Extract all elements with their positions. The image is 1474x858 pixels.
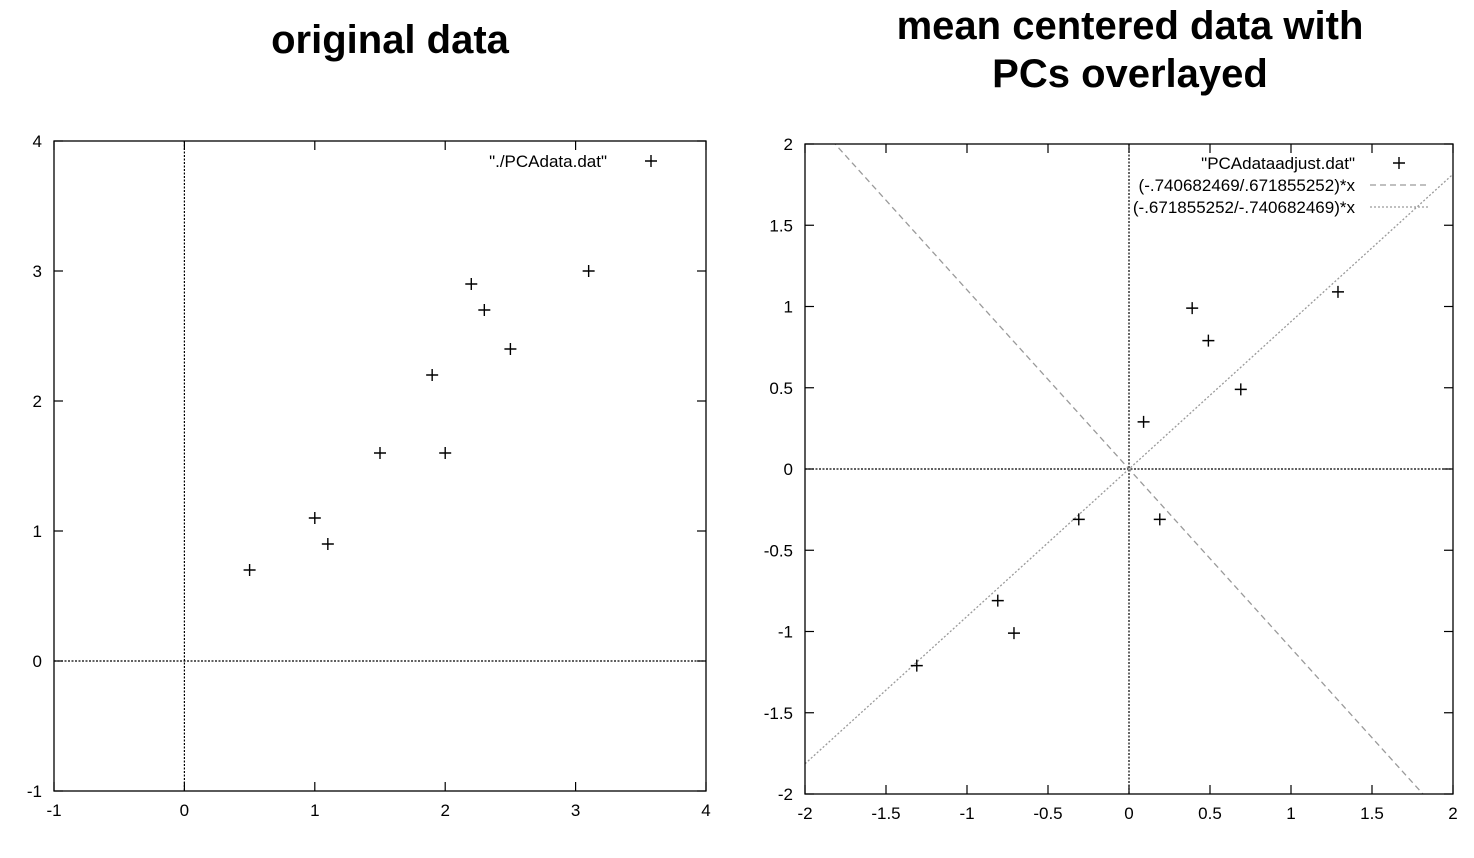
left-y-tick-label: 2 <box>33 392 42 411</box>
right-x-tick-label: -1.5 <box>871 804 900 823</box>
right-x-tick-label: -2 <box>797 804 812 823</box>
right-y-tick-label: 2 <box>784 135 793 154</box>
left-data-point <box>426 369 439 381</box>
left-y-tick-label: 1 <box>33 522 42 541</box>
right-y-tick-label: 0 <box>784 460 793 479</box>
right-legend-label-1: (-.740682469/.671855252)*x <box>1139 176 1356 195</box>
right-data-point <box>991 594 1004 607</box>
left-x-tick-label: 4 <box>701 801 710 820</box>
right-data-point <box>1331 285 1344 298</box>
left-x-tick-label: -1 <box>46 801 61 820</box>
right-y-tick-label: 1.5 <box>769 216 793 235</box>
right-y-tick-label: -1.5 <box>764 704 793 723</box>
left-data-point <box>243 564 256 576</box>
left-legend-marker <box>645 155 657 167</box>
right-x-tick-label: -1 <box>959 804 974 823</box>
left-data-point <box>321 538 334 550</box>
right-pc-line-1 <box>834 144 1424 794</box>
right-y-tick-label: 0.5 <box>769 379 793 398</box>
right-x-tick-label: 1.5 <box>1360 804 1384 823</box>
left-y-tick-label: -1 <box>27 782 42 801</box>
right-x-tick-label: 0.5 <box>1198 804 1222 823</box>
left-data-point <box>374 447 386 459</box>
left-x-tick-label: 3 <box>571 801 580 820</box>
left-legend-label-0: "./PCAdata.dat" <box>489 152 607 171</box>
right-x-tick-label: -0.5 <box>1033 804 1062 823</box>
right-data-point <box>1153 513 1166 526</box>
right-data-point <box>1007 627 1020 640</box>
left-x-tick-label: 2 <box>440 801 449 820</box>
left-x-tick-label: 0 <box>180 801 189 820</box>
right-x-tick-label: 2 <box>1448 804 1457 823</box>
right-legend-label-2: (-.671855252/-.740682469)*x <box>1133 198 1356 217</box>
left-data-point <box>478 304 491 316</box>
right-y-tick-label: 1 <box>784 298 793 317</box>
left-data-point <box>439 447 452 459</box>
left-data-point <box>465 278 478 290</box>
right-x-tick-label: 0 <box>1124 804 1133 823</box>
left-data-point <box>582 265 595 277</box>
right-legend-label-0: "PCAdataadjust.dat" <box>1201 154 1355 173</box>
left-data-point <box>308 512 321 524</box>
right-data-point <box>1234 383 1247 396</box>
right-data-point <box>1072 513 1085 526</box>
right-x-tick-label: 1 <box>1286 804 1295 823</box>
chart-title-mean-centered: mean centered data with PCs overlayed <box>896 4 1364 96</box>
right-y-tick-label: -0.5 <box>764 541 793 560</box>
right-legend-marker <box>1393 157 1405 169</box>
left-y-tick-label: 3 <box>33 262 42 281</box>
left-x-tick-label: 1 <box>310 801 319 820</box>
left-y-tick-label: 0 <box>33 652 42 671</box>
right-data-point <box>1186 302 1199 315</box>
right-y-tick-label: -1 <box>778 623 793 642</box>
right-data-point <box>1202 334 1215 347</box>
chart-title-original: original data <box>271 18 509 62</box>
left-y-tick-label: 4 <box>33 132 42 151</box>
right-data-point <box>910 659 923 672</box>
left-data-point <box>504 343 517 355</box>
left-plot-frame <box>53 140 707 792</box>
right-y-tick-label: -2 <box>778 785 793 804</box>
right-data-point <box>1137 415 1150 428</box>
